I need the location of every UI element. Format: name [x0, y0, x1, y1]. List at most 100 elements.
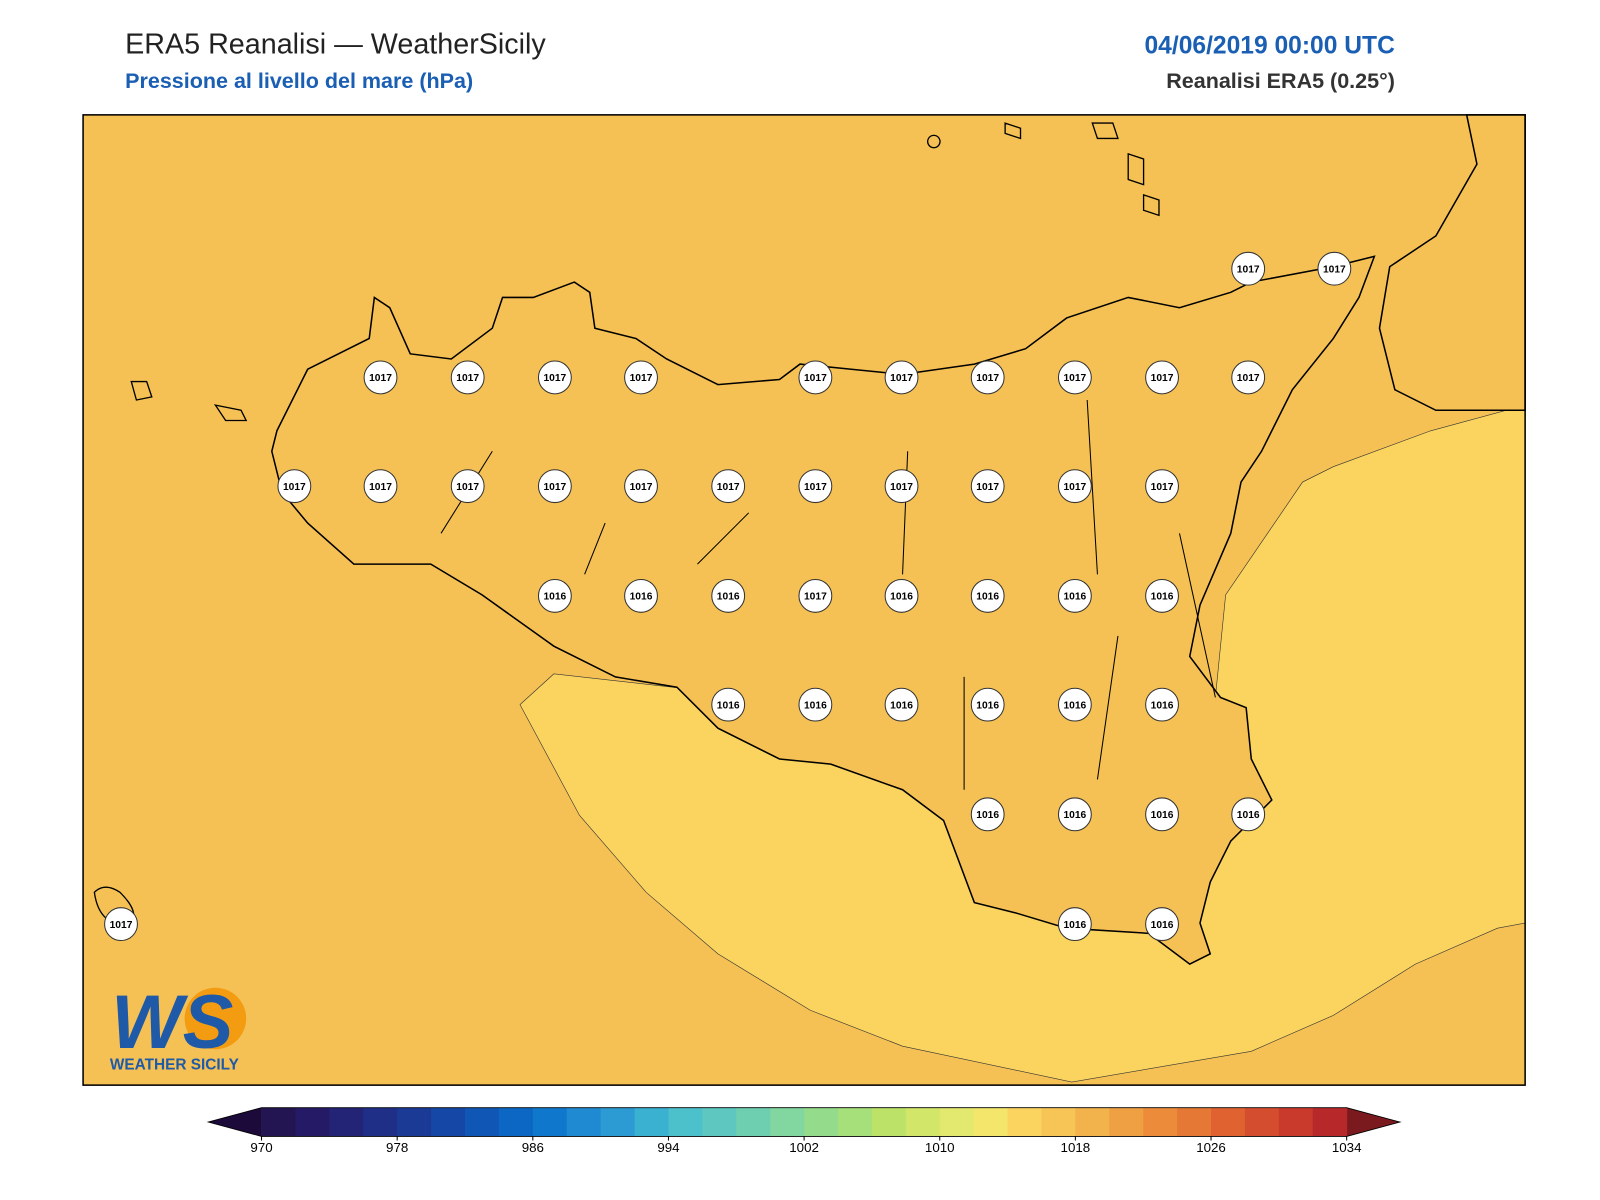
- station-marker: [711, 687, 746, 722]
- station-value: 1017: [630, 482, 653, 493]
- station: 1017: [624, 469, 658, 504]
- station-marker: [1231, 360, 1266, 395]
- station: 1017: [450, 360, 485, 395]
- colorbar-segment: [1075, 1107, 1110, 1137]
- station-value: 1017: [369, 373, 392, 384]
- date: 04/06/2019 00:00 UTC: [1144, 32, 1395, 59]
- station: 1016: [1231, 797, 1266, 832]
- station-value: 1017: [1323, 264, 1346, 275]
- station: 1017: [970, 469, 1005, 504]
- station-value: 1016: [976, 700, 999, 711]
- station: 1016: [1145, 687, 1179, 722]
- station-marker: [624, 578, 658, 613]
- station-value: 1016: [1151, 592, 1174, 603]
- colorbar-segment: [465, 1107, 500, 1137]
- colorbar-segment: [295, 1107, 330, 1137]
- station: 1017: [1057, 469, 1092, 504]
- station-marker: [970, 578, 1005, 613]
- station-value: 1016: [976, 592, 999, 603]
- station: 1017: [798, 360, 833, 395]
- station-marker: [711, 469, 746, 504]
- colorbar-segment: [566, 1107, 602, 1137]
- subtitle: Pressione al livello del mare (hPa): [125, 69, 473, 93]
- source: Reanalisi ERA5 (0.25°): [1166, 69, 1395, 93]
- colorbar-segment: [1109, 1107, 1144, 1137]
- colorbar-tick-label: 994: [657, 1140, 680, 1155]
- station: 1017: [884, 469, 919, 504]
- station-marker: [1057, 360, 1092, 395]
- colorbar-segment: [1211, 1107, 1246, 1137]
- colorbar-tick-label: 1018: [1061, 1140, 1091, 1155]
- stations: 1017 1017 1017 1017 1017 1017 1017 1017 1017 1017…: [104, 251, 1352, 942]
- station: 1017: [624, 360, 658, 395]
- station: 1016: [711, 687, 746, 722]
- colorbar-segment: [1244, 1107, 1280, 1137]
- station-value: 1016: [1151, 810, 1174, 821]
- station-marker: [884, 360, 919, 395]
- station: 1016: [624, 578, 658, 613]
- colorbar-segment: [702, 1107, 737, 1137]
- station: 1016: [1057, 687, 1092, 722]
- station-value: 1017: [976, 482, 999, 493]
- islands: [93, 122, 1160, 925]
- station: 1017: [711, 469, 746, 504]
- colorbar-segment: [1041, 1107, 1076, 1137]
- station-value: 1017: [456, 373, 479, 384]
- station-marker: [450, 360, 485, 395]
- colorbar-segment: [736, 1107, 771, 1137]
- colorbar-segment: [431, 1107, 466, 1137]
- station: 1017: [1231, 251, 1266, 286]
- station-value: 1017: [890, 373, 913, 384]
- station: 1016: [1057, 907, 1092, 942]
- station-value: 1017: [1237, 373, 1260, 384]
- station-marker: [970, 797, 1005, 832]
- station-marker: [104, 907, 138, 942]
- colorbar-segment: [770, 1107, 805, 1137]
- station-marker: [624, 469, 658, 504]
- colorbar-segment: [600, 1107, 636, 1137]
- station-marker: [1145, 469, 1179, 504]
- station-value: 1017: [1237, 264, 1260, 275]
- station-marker: [798, 360, 833, 395]
- station: 1017: [450, 469, 485, 504]
- station-marker: [450, 469, 485, 504]
- colorbar-segment: [838, 1107, 873, 1137]
- logo-sun: [184, 987, 247, 1050]
- station-value: 1016: [1151, 920, 1174, 931]
- colorbar-segment: [939, 1107, 975, 1137]
- station-marker: [1057, 907, 1092, 942]
- station: 1017: [1057, 360, 1092, 395]
- station-value: 1017: [890, 482, 913, 493]
- station-marker: [277, 469, 312, 504]
- station: 1017: [1317, 251, 1352, 286]
- station-marker: [1057, 578, 1092, 613]
- logo-initials: WS: [111, 980, 233, 1065]
- colorbar-tick-label: 1002: [789, 1140, 819, 1155]
- colorbar-segment: [668, 1107, 703, 1137]
- station: 1016: [1145, 907, 1179, 942]
- colorbar-segment: [973, 1107, 1009, 1137]
- station-value: 1017: [976, 373, 999, 384]
- station-marker: [624, 360, 658, 395]
- station: 1016: [1145, 578, 1179, 613]
- station: 1017: [1145, 469, 1179, 504]
- colorbar-segment: [397, 1107, 432, 1137]
- station-marker: [798, 469, 833, 504]
- station-value: 1016: [890, 592, 913, 603]
- station-marker: [1145, 797, 1179, 832]
- station-marker: [1057, 687, 1092, 722]
- station-value: 1016: [976, 810, 999, 821]
- colorbar-tick-label: 970: [250, 1140, 272, 1155]
- station-value: 1017: [543, 373, 566, 384]
- colorbar-tick-label: 986: [522, 1140, 544, 1155]
- station: 1016: [970, 687, 1005, 722]
- station-marker: [1317, 251, 1352, 286]
- station-value: 1016: [1063, 700, 1086, 711]
- station-value: 1016: [1063, 920, 1086, 931]
- station-marker: [1057, 797, 1092, 832]
- station-marker: [970, 469, 1005, 504]
- station-marker: [711, 578, 746, 613]
- map-frame: [82, 114, 1526, 1086]
- station-value: 1017: [1151, 482, 1174, 493]
- station-marker: [363, 469, 398, 504]
